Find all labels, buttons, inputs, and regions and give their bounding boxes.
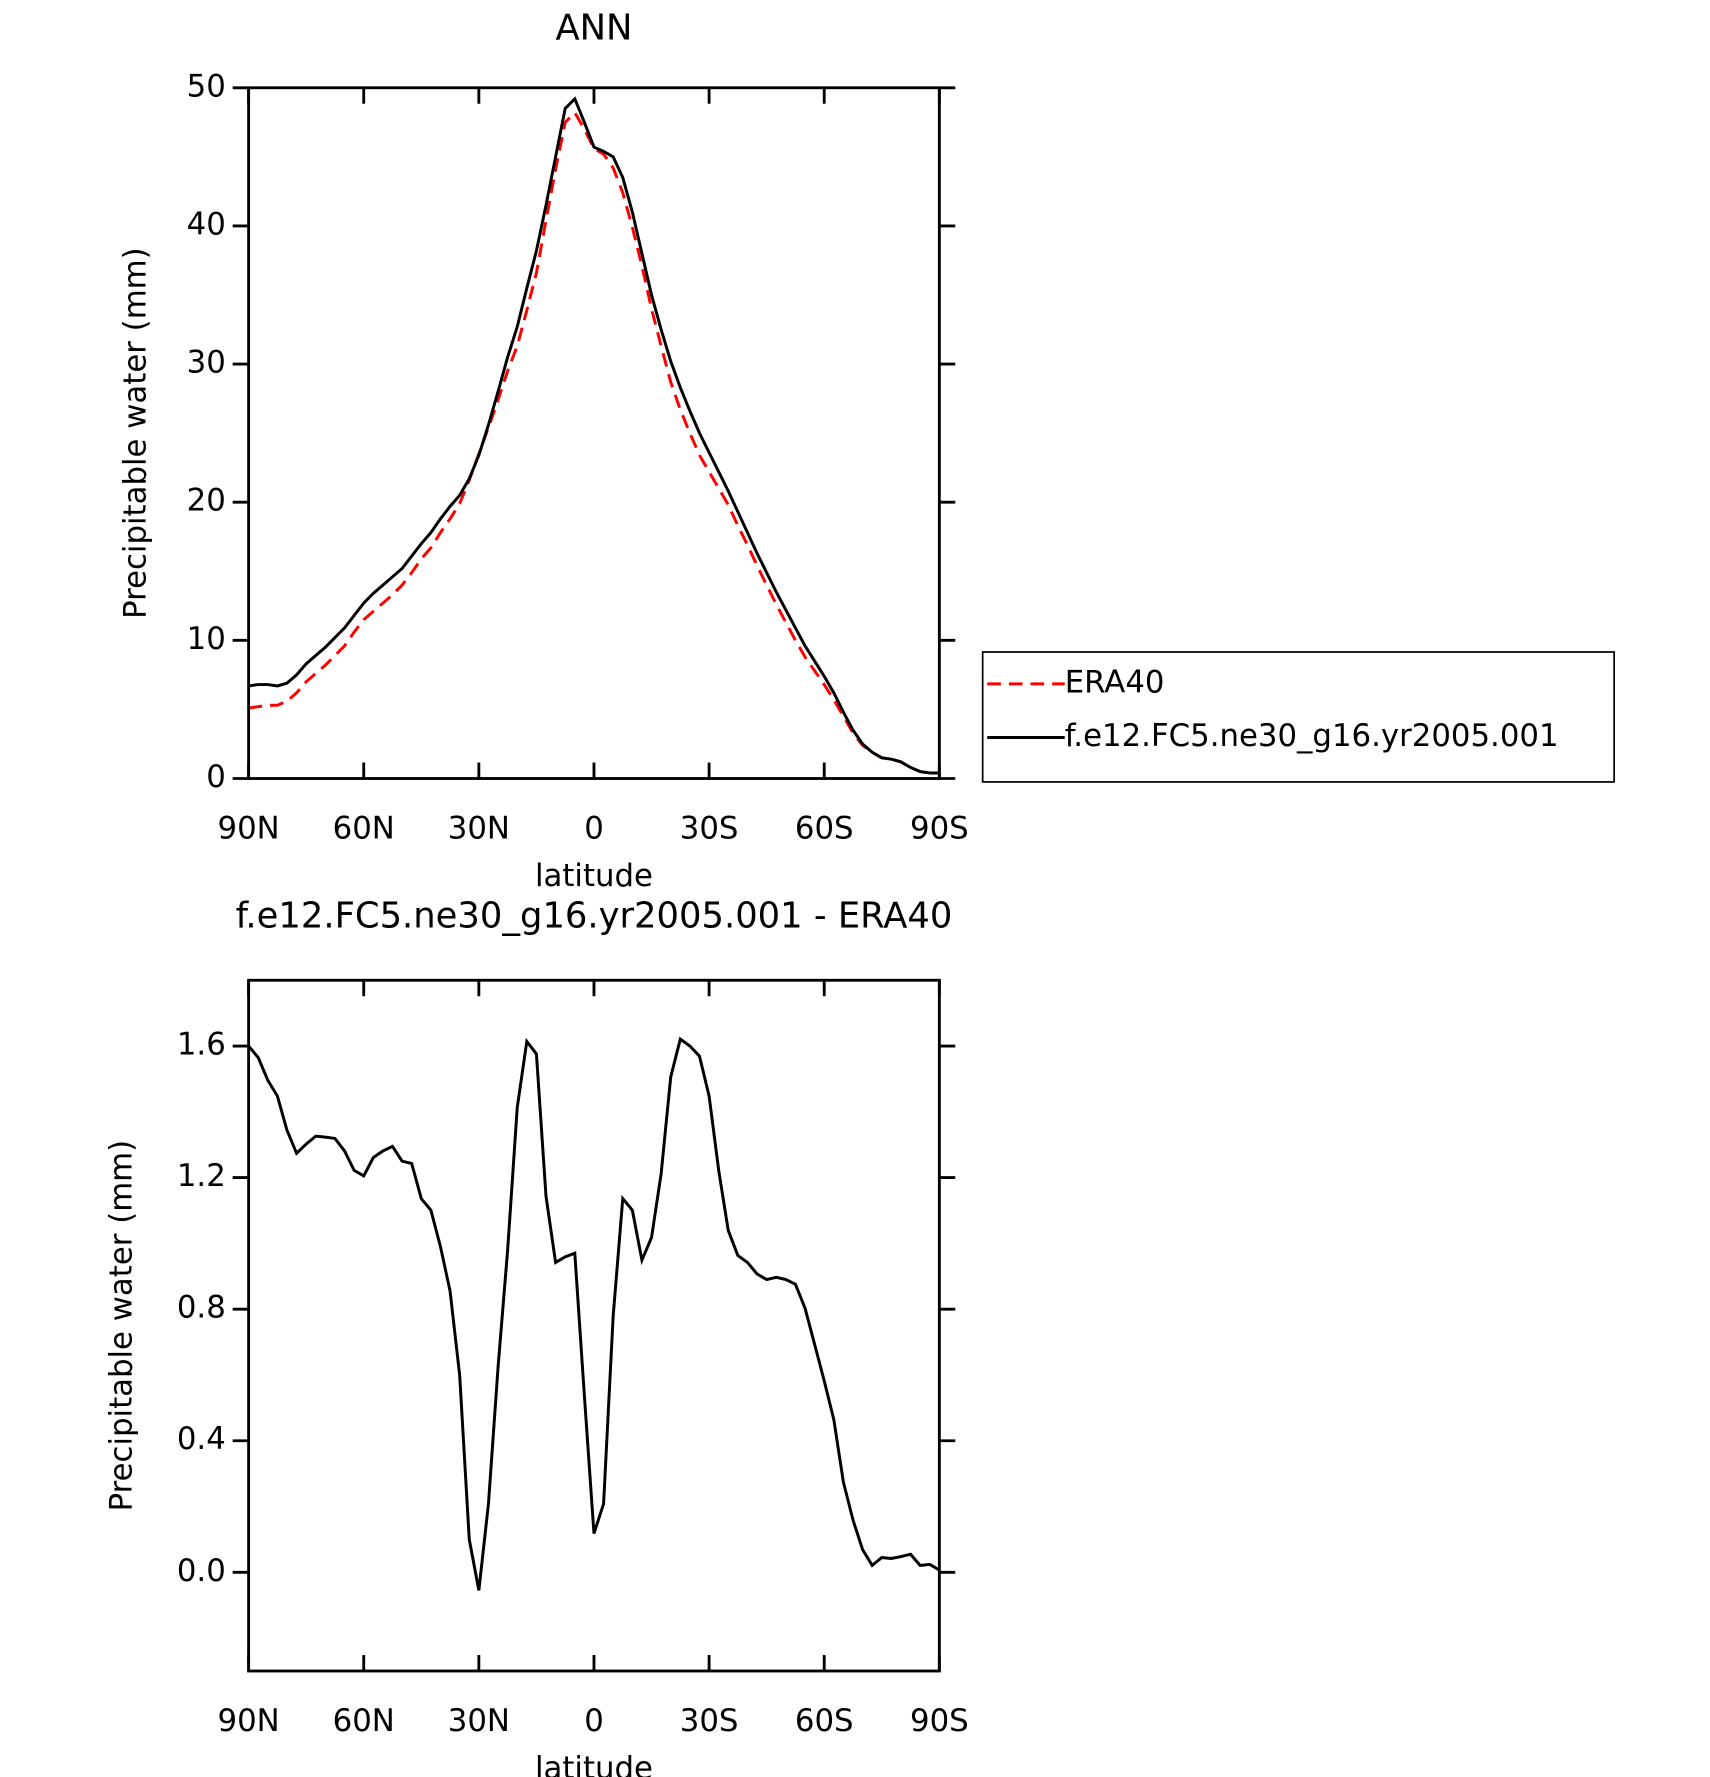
y-tick-label: 40 xyxy=(187,206,226,242)
x-tick-label: 30S xyxy=(680,1703,739,1739)
x-tick-label: 60N xyxy=(333,1703,395,1739)
x-tick-label: 0 xyxy=(584,1703,604,1739)
x-tick-label: 60S xyxy=(795,1703,854,1739)
y-tick-label: 50 xyxy=(187,68,226,104)
y-tick-label: 0.8 xyxy=(177,1290,226,1326)
plot-frame xyxy=(247,978,941,1673)
y-tick-label: 1.6 xyxy=(177,1027,226,1063)
x-tick-label: 90N xyxy=(218,1703,280,1739)
x-tick-label: 90N xyxy=(218,810,280,846)
y-axis-label: Precipitable water (mm) xyxy=(104,1140,140,1512)
legend-label: f.e12.FC5.ne30_g16.yr2005.001 xyxy=(1065,718,1559,754)
data-line xyxy=(248,110,940,775)
chart-title: f.e12.FC5.ne30_g16.yr2005.001 - ERA40 xyxy=(236,896,953,937)
data-line xyxy=(248,96,940,775)
y-axis-label: Precipitable water (mm) xyxy=(117,247,153,619)
y-tick-label: 0.0 xyxy=(177,1553,226,1589)
data-line xyxy=(247,1036,941,1591)
y-tick-label: 10 xyxy=(187,621,226,657)
x-tick-label: 30N xyxy=(448,1703,510,1739)
x-tick-label: 60S xyxy=(795,810,854,846)
plot-frame xyxy=(247,86,941,780)
x-tick-label: 60N xyxy=(333,810,395,846)
x-axis-label: latitude xyxy=(535,858,653,894)
legend-label: ERA40 xyxy=(1065,664,1165,700)
x-tick-label: 90S xyxy=(910,810,969,846)
x-axis-label: latitude xyxy=(535,1751,653,1777)
y-tick-label: 0.4 xyxy=(177,1421,226,1457)
x-tick-label: 90S xyxy=(910,1703,969,1739)
chart-title: ANN xyxy=(555,8,632,49)
y-tick-label: 1.2 xyxy=(177,1158,226,1194)
x-tick-label: 30S xyxy=(680,810,739,846)
x-tick-label: 30N xyxy=(448,810,510,846)
y-tick-label: 30 xyxy=(187,345,226,381)
y-tick-label: 20 xyxy=(187,483,226,519)
legend-box xyxy=(981,651,1615,783)
x-tick-label: 0 xyxy=(584,810,604,846)
y-tick-label: 0 xyxy=(206,759,226,795)
